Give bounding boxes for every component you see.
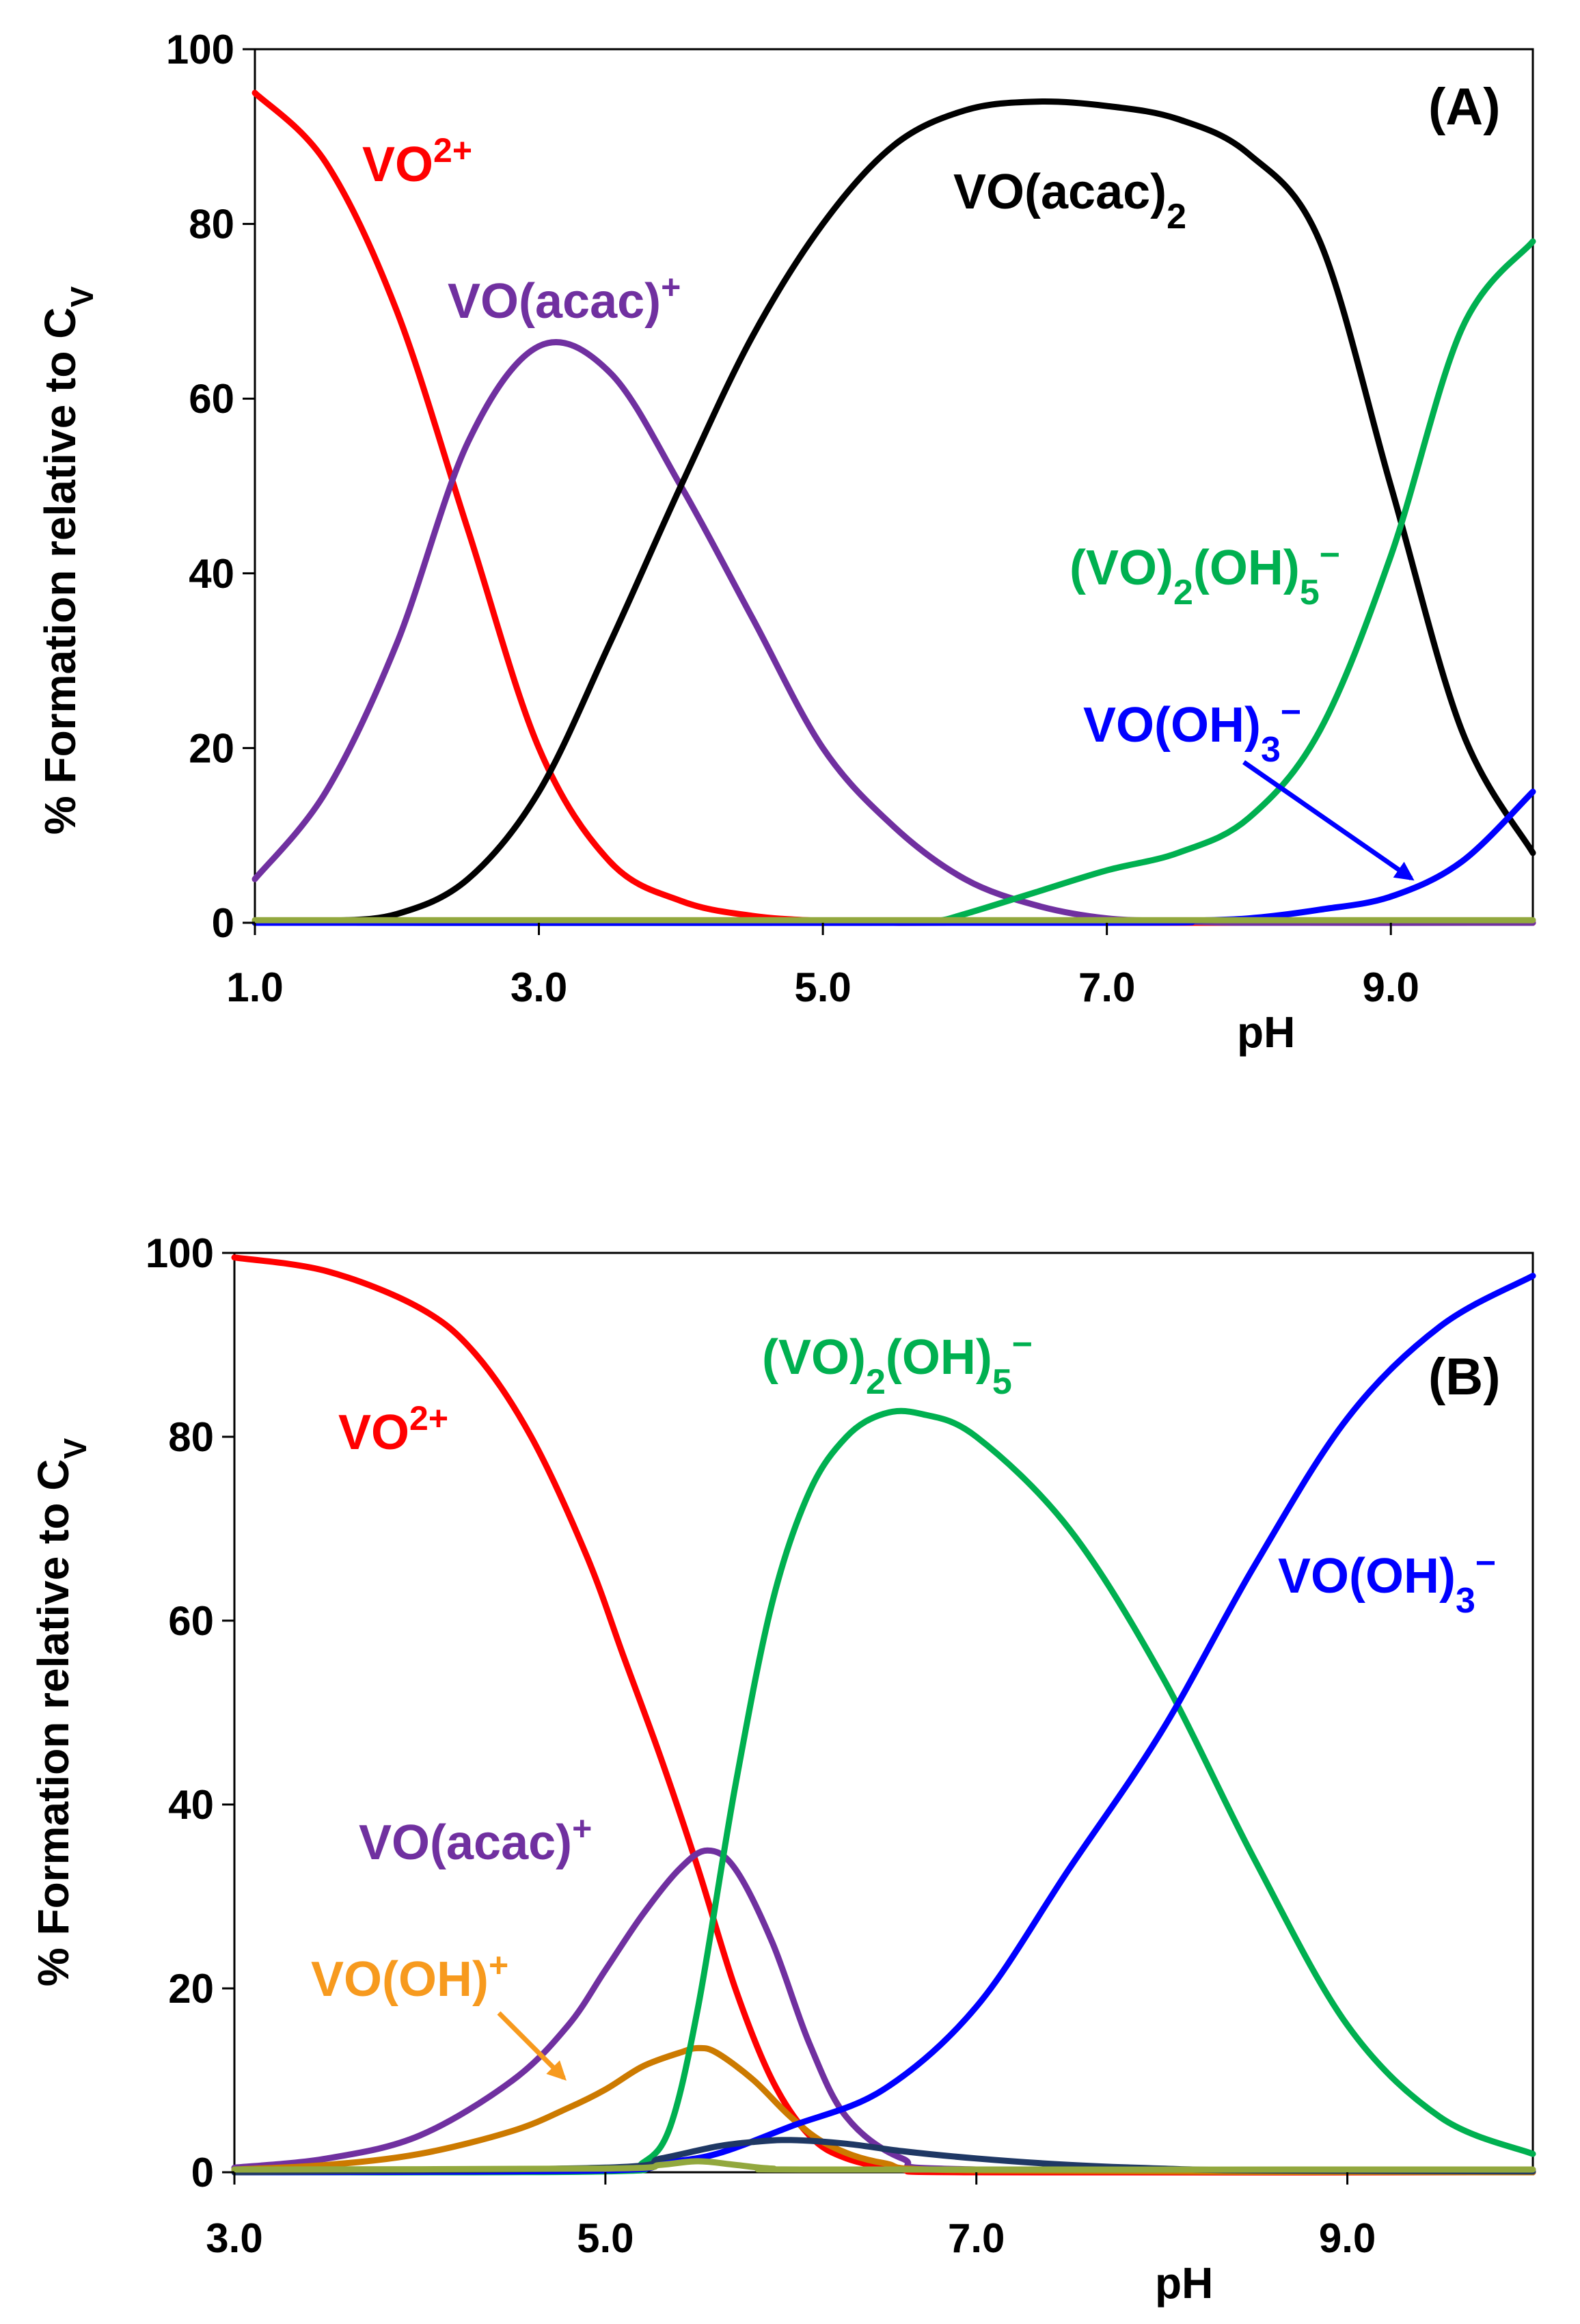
b-annot-vooh-plus: VO(OH)+ — [311, 1946, 508, 2007]
y-tick-label: 80 — [168, 1414, 214, 1460]
panel-b-label: (B) — [1428, 1348, 1501, 1406]
x-tick-label: 5.0 — [794, 964, 851, 1010]
panel-b-y-ticks: 0 20 40 60 80 100 — [146, 1230, 234, 2195]
series-line-olive — [231, 2158, 1536, 2173]
panel-a: 0 20 40 60 80 100 1.0 3.0 5.0 7.0 9.0 pH % Format… — [36, 27, 1536, 1057]
series-line-vo2- — [251, 90, 1536, 926]
x-tick-label: 9.0 — [1363, 964, 1419, 1010]
b-annot-vo2oh5: (VO)2(OH)5− — [762, 1325, 1033, 1402]
y-tick-label: 20 — [189, 725, 234, 771]
a-annot-voacac2: VO(acac)2 — [953, 165, 1186, 237]
y-tick-label: 40 — [168, 1782, 214, 1828]
y-tick-label: 60 — [189, 376, 234, 422]
y-tick-label: 80 — [189, 202, 234, 247]
x-tick-label: 3.0 — [206, 2215, 262, 2261]
panel-a-y-label: % Formation relative to CV — [36, 286, 100, 835]
y-tick-label: 60 — [168, 1598, 214, 1644]
panel-a-x-ticks: 1.0 3.0 5.0 7.0 9.0 — [226, 923, 1419, 1010]
series-line-vo-acac-2 — [251, 98, 1536, 926]
a-vooh3-arrow — [1242, 760, 1415, 881]
panel-a-series — [251, 90, 1536, 926]
y-tick-label: 100 — [146, 1230, 214, 1276]
x-tick-label: 7.0 — [1078, 964, 1135, 1010]
panel-a-y-ticks: 0 20 40 60 80 100 — [166, 27, 255, 946]
y-tick-label: 0 — [212, 900, 234, 946]
panel-b-x-label: pH — [1155, 2258, 1213, 2308]
series-line-vo-oh- — [231, 2044, 1536, 2176]
x-tick-label: 9.0 — [1319, 2215, 1376, 2261]
y-tick-label: 0 — [191, 2150, 214, 2195]
x-tick-label: 5.0 — [577, 2215, 634, 2261]
y-tick-label: 40 — [189, 551, 234, 597]
b-annot-vooh3: VO(OH)3− — [1278, 1543, 1496, 1621]
panel-b-y-label: % Formation relative to CV — [29, 1438, 93, 1987]
panel-a-x-label: pH — [1237, 1008, 1295, 1057]
a-annot-vooh3: VO(OH)3− — [1083, 692, 1301, 770]
panel-b-x-ticks: 3.0 5.0 7.0 9.0 — [206, 2172, 1376, 2261]
x-tick-label: 7.0 — [948, 2215, 1005, 2261]
series-line--vo-2-oh-5- — [251, 238, 1536, 926]
series-line--vo-2-oh-5- — [231, 1407, 1536, 2176]
b-annot-vo2: VO2+ — [338, 1399, 448, 1460]
x-tick-label: 1.0 — [226, 964, 283, 1010]
series-line-vo-oh-3- — [251, 788, 1536, 926]
panel-a-label: (A) — [1428, 78, 1501, 136]
b-vooh-plus-arrow — [497, 2011, 567, 2081]
x-tick-label: 3.0 — [510, 964, 567, 1010]
y-tick-label: 20 — [168, 1966, 214, 2012]
panel-b: 0 20 40 60 80 100 3.0 5.0 7.0 9.0 pH % Formation… — [29, 1230, 1536, 2308]
panel-a-plot-frame — [254, 48, 1534, 924]
a-annot-vo2: VO2+ — [362, 131, 472, 192]
y-tick-label: 100 — [166, 27, 234, 72]
a-annot-vo2oh5: (VO)2(OH)5− — [1070, 535, 1340, 612]
series-line-vo-acac- — [251, 339, 1536, 926]
b-annot-voacac-plus: VO(acac)+ — [359, 1809, 592, 1870]
panel-b-series — [231, 1254, 1536, 2176]
a-annot-voacac-plus: VO(acac)+ — [448, 268, 681, 329]
